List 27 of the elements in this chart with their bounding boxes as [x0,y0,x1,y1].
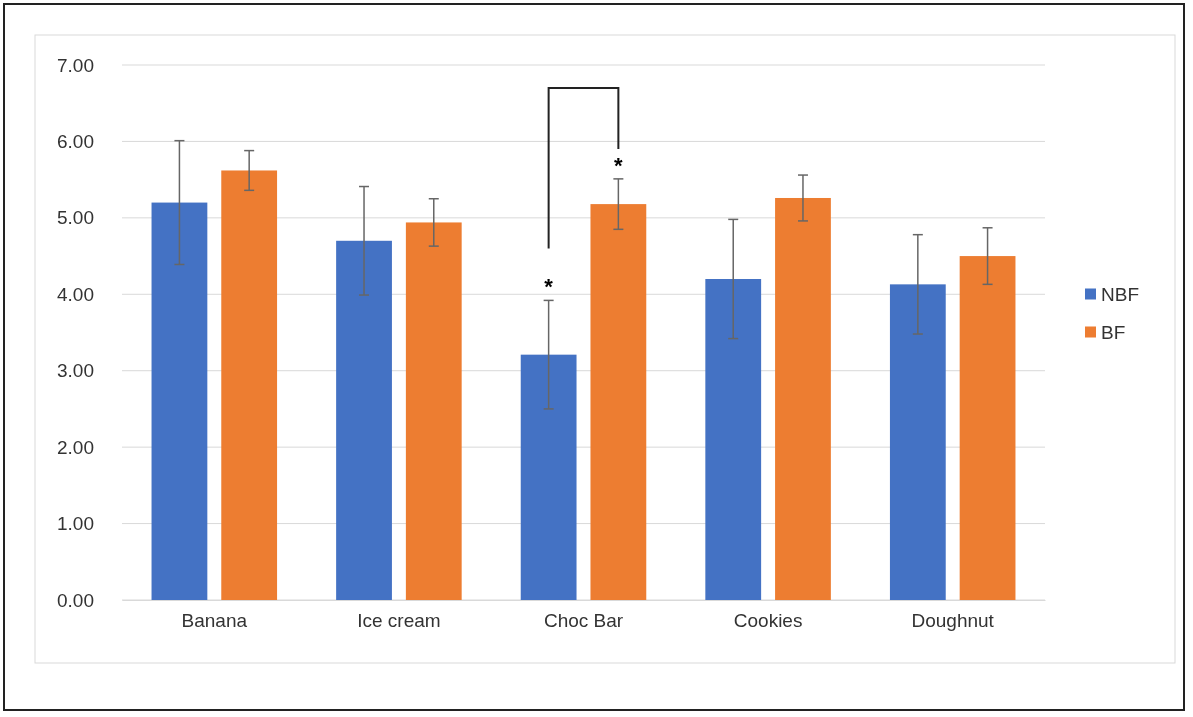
x-tick-label: Ice cream [357,610,441,632]
bar [336,240,392,600]
bar [705,279,762,600]
x-tick-label: Choc Bar [543,610,624,632]
legend-label: BF [1101,321,1126,343]
annotation: * [544,274,554,300]
y-tick-label: 7.00 [57,54,94,76]
bar [775,197,831,600]
y-tick-label: 0.00 [57,589,94,611]
bar [405,222,462,600]
y-tick-label: 1.00 [57,513,94,535]
y-tick-label: 2.00 [57,436,94,458]
bar [151,202,208,600]
bar [959,256,1016,600]
bar [889,284,946,600]
y-tick-label: 5.00 [57,207,94,229]
bar [520,354,577,600]
x-tick-label: Doughnut [911,610,995,632]
y-tick-label: 6.00 [57,131,94,153]
y-tick-label: 3.00 [57,360,94,382]
annotation: * [614,152,624,178]
x-tick-label: Cookies [733,610,803,632]
bar [590,204,647,600]
legend-label: NBF [1101,283,1139,305]
y-tick-label: 4.00 [57,283,94,305]
bar [221,170,278,600]
x-tick-label: Banana [181,610,248,632]
